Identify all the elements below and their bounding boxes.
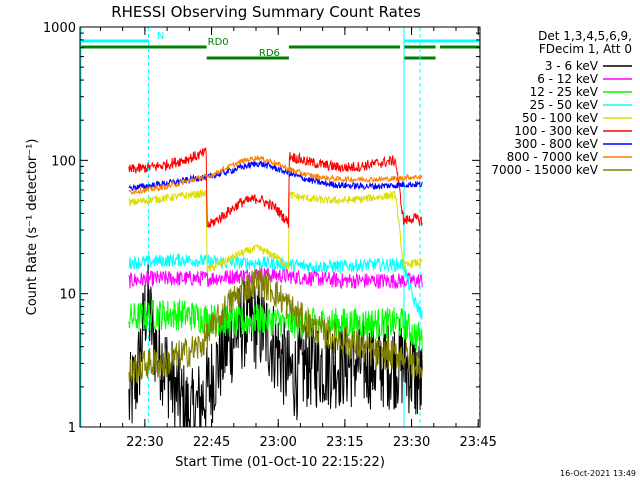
series-line-1: [128, 267, 423, 290]
series-line-2: [128, 299, 423, 351]
legend-label-2: 12 - 25 keV: [530, 85, 599, 99]
x-axis-label: Start Time (01-Oct-10 22:15:22): [175, 455, 385, 470]
legend-label-8: 7000 - 15000 keV: [491, 163, 598, 177]
flag-label-rd6: RD6: [259, 48, 280, 59]
legend: Det 1,3,4,5,6,9, FDecim 1, Att 0 3 - 6 k…: [491, 29, 632, 177]
series-line-3: [128, 253, 423, 320]
legend-header-line-1: Det 1,3,4,5,6,9,: [538, 29, 632, 43]
y-tick-label-1: 10: [59, 288, 76, 303]
legend-label-1: 6 - 12 keV: [537, 72, 599, 86]
chart-title: RHESSI Observing Summary Count Rates: [111, 3, 421, 21]
x-tick-label-1: 22:45: [193, 435, 230, 450]
series-line-5: [128, 146, 423, 228]
x-tick-label-4: 23:30: [393, 435, 430, 450]
flag-label-n: N: [157, 31, 164, 42]
x-tick-label-2: 23:00: [259, 435, 296, 450]
flag-n: N: [80, 31, 480, 43]
flag-label-rd0: RD0: [208, 37, 229, 48]
x-tick-label-3: 23:15: [326, 435, 363, 450]
series-line-7: [128, 155, 423, 195]
y-tick-label-0: 1: [68, 421, 76, 436]
series-line-6: [128, 159, 423, 191]
legend-label-0: 3 - 6 keV: [545, 59, 599, 73]
y-tick-label-2: 100: [51, 154, 76, 169]
flag-rd6: RD6: [206, 48, 436, 60]
legend-label-4: 50 - 100 keV: [522, 111, 599, 125]
legend-label-6: 300 - 800 keV: [514, 137, 598, 151]
x-tick-label-5: 23:45: [459, 435, 496, 450]
axes-layer: 22:30 22:45 23:00 23:15 23:30 23:45 1 10 100 1000: [43, 21, 497, 450]
y-axis-label: Count Rate (s⁻¹ detector⁻¹): [25, 139, 40, 316]
x-tick-label-0: 22:30: [126, 435, 163, 450]
series-line-4: [128, 189, 423, 274]
y-tick-label-3: 1000: [43, 21, 76, 36]
legend-label-3: 25 - 50 keV: [530, 98, 599, 112]
flag-rd0: RD0: [80, 37, 480, 49]
legend-label-7: 800 - 7000 keV: [507, 150, 599, 164]
legend-header-line-2: FDecim 1, Att 0: [539, 42, 632, 56]
series-layer: [128, 146, 423, 428]
legend-label-5: 100 - 300 keV: [514, 124, 598, 138]
series-line-8: [128, 267, 423, 386]
flags-layer: N RD0 RD6: [80, 31, 480, 60]
generation-timestamp: 16-Oct-2021 13:49: [560, 469, 636, 478]
plot-frame: [79, 26, 481, 428]
